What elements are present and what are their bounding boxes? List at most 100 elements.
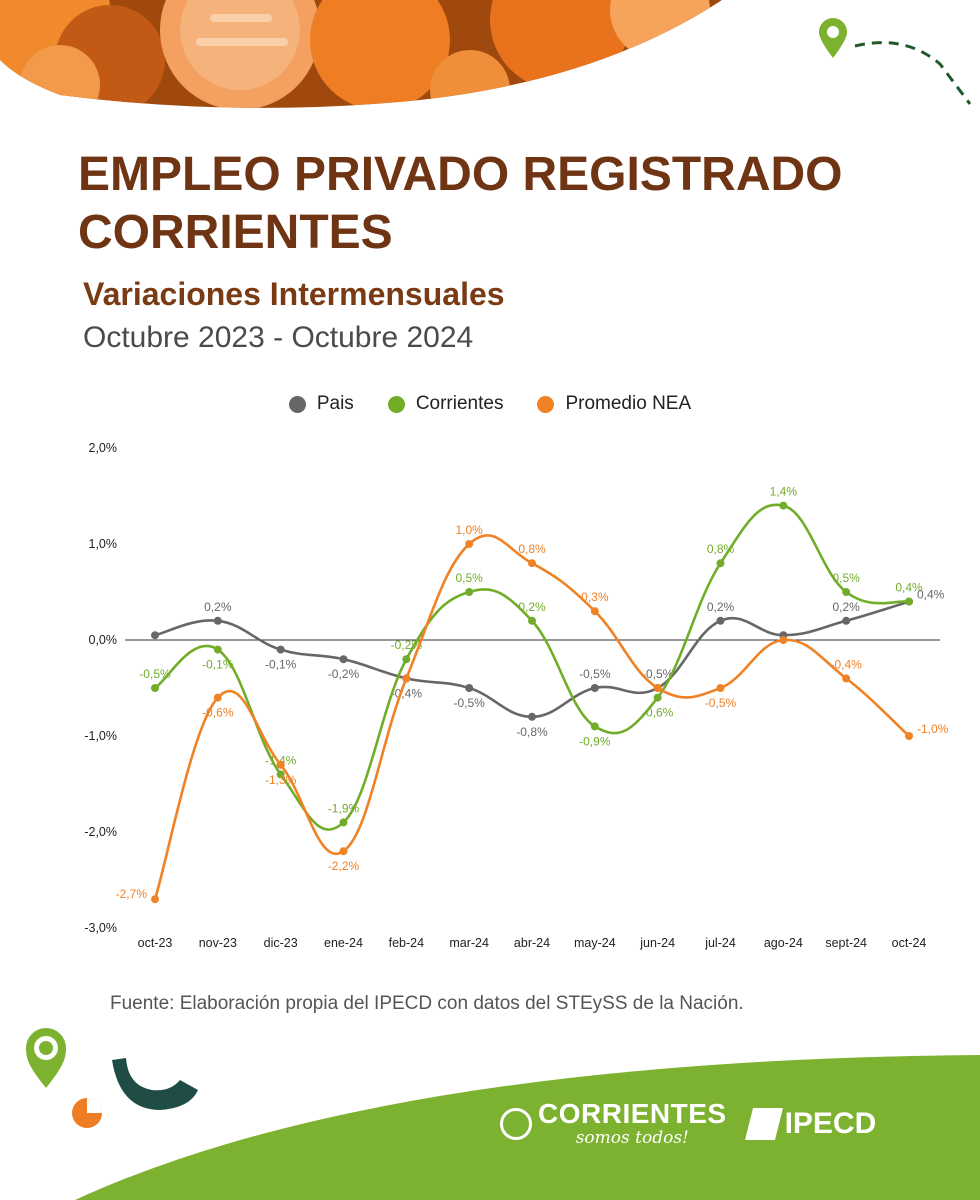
data-label-promedio-nea: 0,8% bbox=[518, 542, 546, 556]
y-tick-label: 1,0% bbox=[89, 537, 118, 551]
data-point-corrientes bbox=[905, 597, 913, 606]
x-tick-label: jun-24 bbox=[639, 936, 675, 950]
data-point-corrientes bbox=[151, 684, 159, 692]
data-point-pais bbox=[716, 616, 725, 625]
chart-subtitle: Variaciones Intermensuales bbox=[83, 276, 505, 312]
x-tick-label: may-24 bbox=[574, 936, 616, 950]
chart-icon bbox=[72, 1098, 102, 1128]
data-point-promedio-nea bbox=[276, 760, 285, 769]
x-tick-label: ago-24 bbox=[764, 936, 803, 950]
data-point-promedio-nea bbox=[402, 674, 411, 683]
legend-label: Promedio NEA bbox=[565, 393, 692, 414]
page-title: EMPLEO PRIVADO REGISTRADO CORRIENTES bbox=[78, 148, 843, 259]
data-label-pais: -0,2% bbox=[328, 667, 360, 681]
data-point-corrientes bbox=[213, 645, 222, 654]
data-label-pais: -0,4% bbox=[391, 686, 423, 700]
legend-swatch bbox=[288, 395, 306, 413]
ipecd-logo: IPECD bbox=[744, 1106, 877, 1141]
data-label-corrientes: -0,2% bbox=[391, 638, 423, 652]
location-pin-icon bbox=[819, 18, 972, 105]
data-point-corrientes bbox=[590, 722, 599, 731]
y-tick-label: -1,0% bbox=[84, 729, 117, 743]
y-tick-label: 0,0% bbox=[89, 633, 118, 647]
legend-swatch bbox=[537, 395, 555, 413]
data-point-pais bbox=[339, 655, 348, 664]
data-label-corrientes: 0,5% bbox=[832, 571, 860, 585]
period-label: Octubre 2023 - Octubre 2024 bbox=[83, 321, 474, 354]
data-label-promedio-nea: -2,7% bbox=[116, 887, 148, 901]
arc-ornament bbox=[112, 1058, 198, 1110]
data-label-corrientes: 0,5% bbox=[455, 571, 483, 585]
legend-swatch bbox=[387, 395, 405, 413]
data-label-promedio-nea: -0,4% bbox=[830, 657, 862, 671]
x-tick-label: dic-23 bbox=[264, 936, 298, 950]
data-label-pais: 0,2% bbox=[204, 600, 232, 614]
x-tick-label: abr-24 bbox=[514, 936, 550, 950]
data-point-promedio-nea bbox=[339, 847, 348, 856]
footer-logos: CORRIENTES somos todos! IPECD bbox=[500, 1100, 876, 1147]
data-label-pais: 0,4% bbox=[917, 588, 945, 602]
data-point-promedio-nea bbox=[590, 607, 599, 616]
x-tick-label: oct-24 bbox=[892, 936, 927, 950]
chart-legend: Pais Corrientes Promedio NEA bbox=[0, 393, 980, 415]
data-label-corrientes: 0,4% bbox=[895, 581, 923, 595]
data-label-corrientes: 1,4% bbox=[770, 485, 798, 499]
data-label-promedio-nea: -2,2% bbox=[328, 859, 360, 873]
x-tick-label: feb-24 bbox=[389, 936, 424, 950]
ipecd-mark-icon bbox=[744, 1107, 783, 1140]
legend-label: Pais bbox=[316, 393, 354, 414]
seal-icon bbox=[500, 1107, 532, 1140]
x-tick-label: sept-24 bbox=[825, 936, 867, 950]
legend-item-pais: Pais bbox=[288, 393, 354, 415]
data-label-promedio-nea: -1,0% bbox=[917, 722, 949, 736]
data-point-corrientes bbox=[716, 559, 725, 568]
data-point-promedio-nea bbox=[779, 636, 788, 644]
data-label-pais: -0,5% bbox=[453, 696, 485, 710]
data-point-corrientes bbox=[779, 501, 788, 510]
data-point-corrientes bbox=[528, 616, 536, 625]
legend-label: Corrientes bbox=[415, 393, 504, 414]
data-label-pais: -0,8% bbox=[516, 725, 548, 739]
data-label-pais: 0,2% bbox=[707, 600, 735, 614]
x-tick-label: mar-24 bbox=[449, 936, 489, 950]
data-point-corrientes bbox=[842, 588, 851, 596]
legend-item-corrientes: Corrientes bbox=[387, 393, 504, 415]
x-tick-label: oct-23 bbox=[138, 936, 173, 950]
data-point-promedio-nea bbox=[213, 693, 222, 702]
data-label-pais: -0,5% bbox=[642, 667, 674, 681]
data-label-promedio-nea: 1,0% bbox=[455, 523, 483, 537]
brand-logo-text: CORRIENTES bbox=[538, 1098, 727, 1129]
data-point-corrientes bbox=[339, 818, 348, 827]
x-tick-label: jul-24 bbox=[704, 936, 736, 950]
data-point-corrientes bbox=[465, 588, 474, 596]
x-tick-label: ene-24 bbox=[324, 936, 363, 950]
y-tick-label: -2,0% bbox=[84, 825, 117, 839]
y-tick-label: 2,0% bbox=[89, 441, 118, 455]
legend-item-promedio-nea: Promedio NEA bbox=[537, 393, 691, 415]
ipecd-logo-text: IPECD bbox=[784, 1106, 877, 1140]
data-label-promedio-nea: -0,6% bbox=[202, 706, 234, 720]
source-note: Fuente: Elaboración propia del IPECD con… bbox=[110, 993, 744, 1014]
data-label-corrientes: 0,8% bbox=[707, 542, 735, 556]
line-chart: 2,0% 1,0% 0,0% -1,0% -2,0% -3,0% oct-23 nov-23 d… bbox=[84, 441, 949, 950]
data-point-pais bbox=[276, 645, 285, 654]
data-point-corrientes bbox=[653, 693, 662, 702]
data-label-pais: -0,1% bbox=[265, 658, 297, 672]
data-point-corrientes bbox=[402, 655, 411, 664]
data-point-pais bbox=[213, 616, 222, 625]
data-label-corrientes: -0,5% bbox=[139, 667, 171, 681]
x-tick-label: nov-23 bbox=[199, 936, 237, 950]
data-label-corrientes: -1,9% bbox=[328, 801, 360, 815]
data-point-pais bbox=[590, 684, 599, 692]
data-label-promedio-nea: -1,3% bbox=[265, 773, 297, 787]
data-label-corrientes: -0,9% bbox=[579, 734, 611, 748]
data-point-promedio-nea bbox=[151, 895, 159, 904]
data-label-corrientes: -0,1% bbox=[202, 658, 234, 672]
data-label-corrientes: -0,6% bbox=[642, 706, 674, 720]
data-point-pais bbox=[151, 631, 159, 640]
series-line-promedio-nea bbox=[153, 534, 910, 900]
data-label-pais: -0,5% bbox=[579, 667, 611, 681]
data-point-promedio-nea bbox=[528, 559, 536, 568]
header-decoration bbox=[0, 0, 722, 108]
y-tick-label: -3,0% bbox=[84, 921, 117, 935]
